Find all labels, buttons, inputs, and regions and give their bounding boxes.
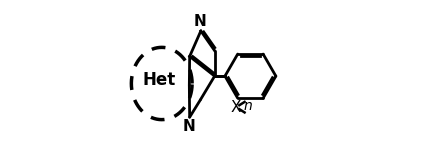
Text: Het: Het (143, 71, 176, 89)
Text: n: n (244, 99, 253, 113)
Text: X: X (231, 100, 241, 115)
Text: N: N (194, 14, 206, 29)
Text: N: N (182, 119, 195, 134)
